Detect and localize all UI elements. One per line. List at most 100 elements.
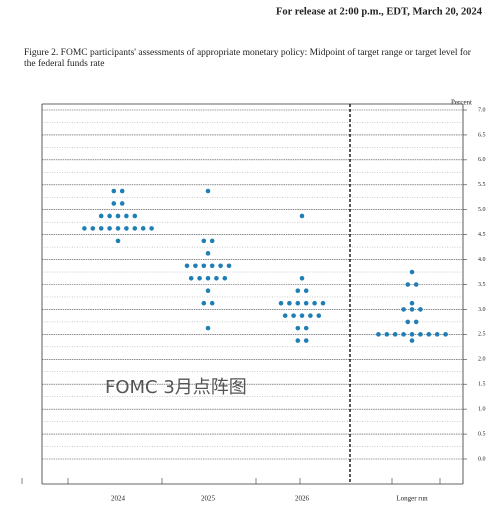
dot — [409, 332, 415, 337]
y-tick-label: 6.0 — [478, 157, 486, 163]
dot — [320, 300, 326, 306]
dot — [124, 213, 129, 219]
x-tick-label: Longer run — [396, 495, 428, 503]
dot — [209, 300, 215, 306]
dot — [132, 213, 138, 219]
dot — [384, 332, 390, 337]
dot — [291, 313, 296, 318]
dot — [299, 213, 305, 219]
dot — [409, 269, 415, 275]
y-axis-label: Percent — [451, 99, 472, 107]
dot — [119, 188, 125, 194]
dot — [111, 188, 117, 194]
dot — [409, 338, 415, 343]
dot — [218, 263, 223, 269]
y-tick-label: 6.5 — [478, 132, 486, 138]
dot — [124, 226, 129, 231]
y-tick-label: 0.0 — [478, 456, 486, 462]
dot — [295, 288, 301, 294]
dot — [98, 213, 104, 219]
dot — [303, 288, 309, 294]
dot — [201, 263, 207, 269]
dot — [282, 313, 288, 318]
y-tick-label: 4.0 — [478, 257, 486, 263]
y-tick-label: 5.0 — [478, 207, 486, 213]
dot — [184, 263, 190, 269]
y-tick-label: 3.0 — [478, 307, 486, 313]
dot — [295, 338, 301, 343]
y-tick-label: 1.0 — [478, 407, 486, 413]
dot — [418, 332, 423, 337]
dot — [299, 275, 305, 281]
dot — [376, 332, 381, 337]
dot — [205, 325, 211, 331]
dot — [405, 319, 411, 325]
dot — [426, 332, 432, 337]
release-note: For release at 2:00 p.m., EDT, March 20,… — [276, 6, 483, 17]
dot — [443, 332, 448, 337]
dot — [303, 300, 309, 306]
dot — [205, 275, 211, 281]
dot — [413, 319, 419, 325]
dot — [201, 300, 207, 306]
dot — [409, 300, 415, 306]
y-tick-label: 0.5 — [478, 431, 486, 437]
dot — [401, 307, 406, 312]
dot — [132, 226, 138, 231]
y-tick-label: 2.0 — [478, 357, 486, 363]
y-tick-label: 2.5 — [478, 332, 486, 338]
dot — [312, 300, 317, 306]
dot — [434, 332, 440, 337]
dot — [201, 238, 207, 244]
dot — [82, 226, 87, 231]
dot — [214, 275, 219, 281]
dot — [278, 300, 284, 306]
dot — [197, 275, 202, 281]
dot — [90, 226, 96, 231]
dot — [209, 263, 215, 269]
dot — [303, 338, 309, 343]
dot — [299, 313, 305, 318]
dot — [115, 226, 121, 231]
dot — [405, 282, 411, 287]
y-tick-label: 3.5 — [478, 282, 486, 288]
dot — [119, 201, 125, 206]
dot — [226, 263, 232, 269]
dot — [308, 313, 313, 318]
dot — [392, 332, 398, 337]
dot — [107, 213, 112, 219]
dot — [209, 238, 215, 244]
dot — [115, 213, 121, 219]
x-tick-label: 2024 — [111, 495, 126, 503]
dot — [149, 226, 154, 231]
dot — [413, 282, 419, 287]
dot — [295, 300, 301, 306]
dot — [205, 251, 211, 256]
dot — [140, 226, 146, 231]
x-tick-label: 2025 — [201, 495, 216, 503]
dot — [287, 300, 292, 306]
dot — [205, 188, 211, 194]
dot — [98, 226, 104, 231]
dot — [205, 288, 211, 294]
dot — [409, 307, 415, 312]
y-tick-label: 7.0 — [478, 107, 486, 113]
watermark: FOMC 3月点阵图 — [105, 377, 247, 398]
dot — [316, 313, 322, 318]
caption: Figure 2. FOMC participants' assessments… — [24, 48, 471, 69]
dot — [193, 263, 198, 269]
dot — [115, 238, 121, 244]
caption-box: Figure 2. FOMC participants' assessments… — [24, 48, 471, 69]
dot — [401, 332, 406, 337]
dot — [303, 325, 309, 331]
y-tick-label: 5.5 — [478, 182, 486, 188]
x-tick-label: 2026 — [295, 495, 310, 503]
dot — [222, 275, 228, 281]
dot — [188, 275, 194, 281]
dot — [111, 201, 117, 206]
dot — [107, 226, 112, 231]
dot — [418, 307, 423, 312]
y-tick-label: 1.5 — [478, 382, 486, 388]
y-tick-label: 4.5 — [478, 232, 486, 238]
